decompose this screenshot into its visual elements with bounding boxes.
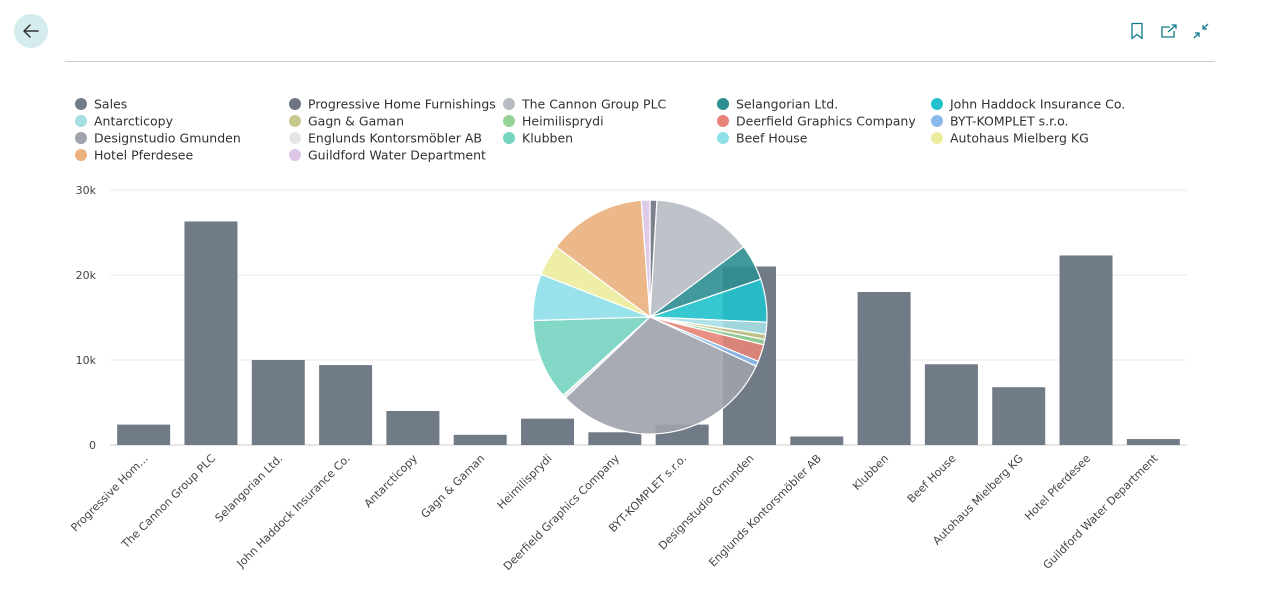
- legend-swatch[interactable]: [75, 115, 87, 127]
- x-tick-label: Beef House: [905, 452, 959, 506]
- bar[interactable]: [521, 418, 575, 445]
- legend-label[interactable]: Autohaus Mielberg KG: [950, 131, 1089, 146]
- legend-swatch[interactable]: [717, 132, 729, 144]
- collapse-button[interactable]: [1192, 20, 1210, 42]
- legend-swatch[interactable]: [503, 98, 515, 110]
- bar[interactable]: [924, 364, 978, 445]
- x-tick-label: John Haddock Insurance Co.: [234, 452, 353, 571]
- pie-slice[interactable]: [640, 199, 651, 318]
- legend-swatch[interactable]: [289, 149, 301, 161]
- legend-label[interactable]: Antarcticopy: [94, 114, 174, 129]
- bar[interactable]: [319, 365, 373, 445]
- legend-label[interactable]: The Cannon Group PLC: [521, 97, 667, 112]
- legend-label[interactable]: Beef House: [736, 131, 808, 146]
- bar[interactable]: [588, 432, 642, 445]
- back-arrow-icon: [23, 24, 39, 38]
- legend-swatch[interactable]: [931, 115, 943, 127]
- pie-slice[interactable]: [649, 199, 745, 319]
- y-tick-label: 10k: [76, 354, 97, 367]
- y-tick-label: 30k: [76, 184, 97, 197]
- bar[interactable]: [251, 360, 305, 445]
- x-tick-label: Antarcticopy: [362, 452, 421, 511]
- legend-swatch[interactable]: [931, 132, 943, 144]
- x-tick-label: Klubben: [850, 452, 891, 493]
- bookmark-button[interactable]: [1128, 20, 1146, 42]
- bar[interactable]: [184, 221, 238, 445]
- legend-swatch[interactable]: [503, 132, 515, 144]
- legend-label[interactable]: Klubben: [522, 131, 573, 146]
- x-tick-label: Englunds Kontorsmöbler AB: [706, 452, 823, 569]
- pie-slice[interactable]: [555, 199, 651, 319]
- page-toolbar: [1128, 20, 1210, 42]
- legend-label[interactable]: Sales: [94, 97, 127, 112]
- bookmark-icon: [1131, 22, 1143, 40]
- x-tick-label: Heimilisprydi: [495, 452, 555, 512]
- x-tick-label: Selangorian Ltd.: [213, 452, 286, 525]
- legend-swatch[interactable]: [503, 115, 515, 127]
- bar[interactable]: [857, 292, 911, 445]
- x-tick-label: Guildford Water Department: [1041, 451, 1161, 571]
- legend-swatch[interactable]: [289, 132, 301, 144]
- legend-label[interactable]: Progressive Home Furnishings: [308, 97, 496, 112]
- legend-swatch[interactable]: [75, 98, 87, 110]
- legend-swatch[interactable]: [717, 115, 729, 127]
- legend-swatch[interactable]: [289, 115, 301, 127]
- bar[interactable]: [1126, 439, 1180, 445]
- legend-label[interactable]: Selangorian Ltd.: [736, 97, 838, 112]
- legend-label[interactable]: Hotel Pferdesee: [94, 148, 193, 163]
- legend-swatch[interactable]: [75, 149, 87, 161]
- x-tick-label: Gagn & Gaman: [418, 452, 487, 521]
- legend-label[interactable]: John Haddock Insurance Co.: [949, 97, 1125, 112]
- legend-label[interactable]: Designstudio Gmunden: [94, 131, 241, 146]
- legend-swatch[interactable]: [75, 132, 87, 144]
- bar[interactable]: [386, 411, 440, 445]
- x-tick-label: Hotel Pferdesee: [1022, 452, 1093, 523]
- y-tick-label: 0: [89, 439, 96, 452]
- legend-label[interactable]: Englunds Kontorsmöbler AB: [308, 131, 482, 146]
- y-tick-label: 20k: [76, 269, 97, 282]
- open-in-new-window-button[interactable]: [1160, 20, 1178, 42]
- legend-label[interactable]: Deerfield Graphics Company: [736, 114, 916, 129]
- legend-label[interactable]: BYT-KOMPLET s.r.o.: [950, 114, 1069, 129]
- legend-swatch[interactable]: [289, 98, 301, 110]
- x-tick-label: Deerfield Graphics Company: [501, 452, 622, 573]
- pie-slice[interactable]: [564, 316, 757, 435]
- legend-label[interactable]: Gagn & Gaman: [308, 114, 404, 129]
- header-divider: [65, 61, 1215, 62]
- legend-label[interactable]: Guildford Water Department: [308, 148, 486, 163]
- bar[interactable]: [453, 434, 507, 445]
- collapse-icon: [1193, 23, 1209, 39]
- pie-slice[interactable]: [532, 316, 652, 397]
- legend-label[interactable]: Heimilisprydi: [522, 114, 604, 129]
- bar[interactable]: [790, 436, 844, 446]
- open-in-new-window-icon: [1161, 24, 1177, 38]
- bar[interactable]: [992, 387, 1046, 445]
- legend-swatch[interactable]: [717, 98, 729, 110]
- bar[interactable]: [1059, 255, 1113, 445]
- legend-swatch[interactable]: [931, 98, 943, 110]
- back-button[interactable]: [14, 14, 48, 48]
- bar[interactable]: [117, 424, 171, 445]
